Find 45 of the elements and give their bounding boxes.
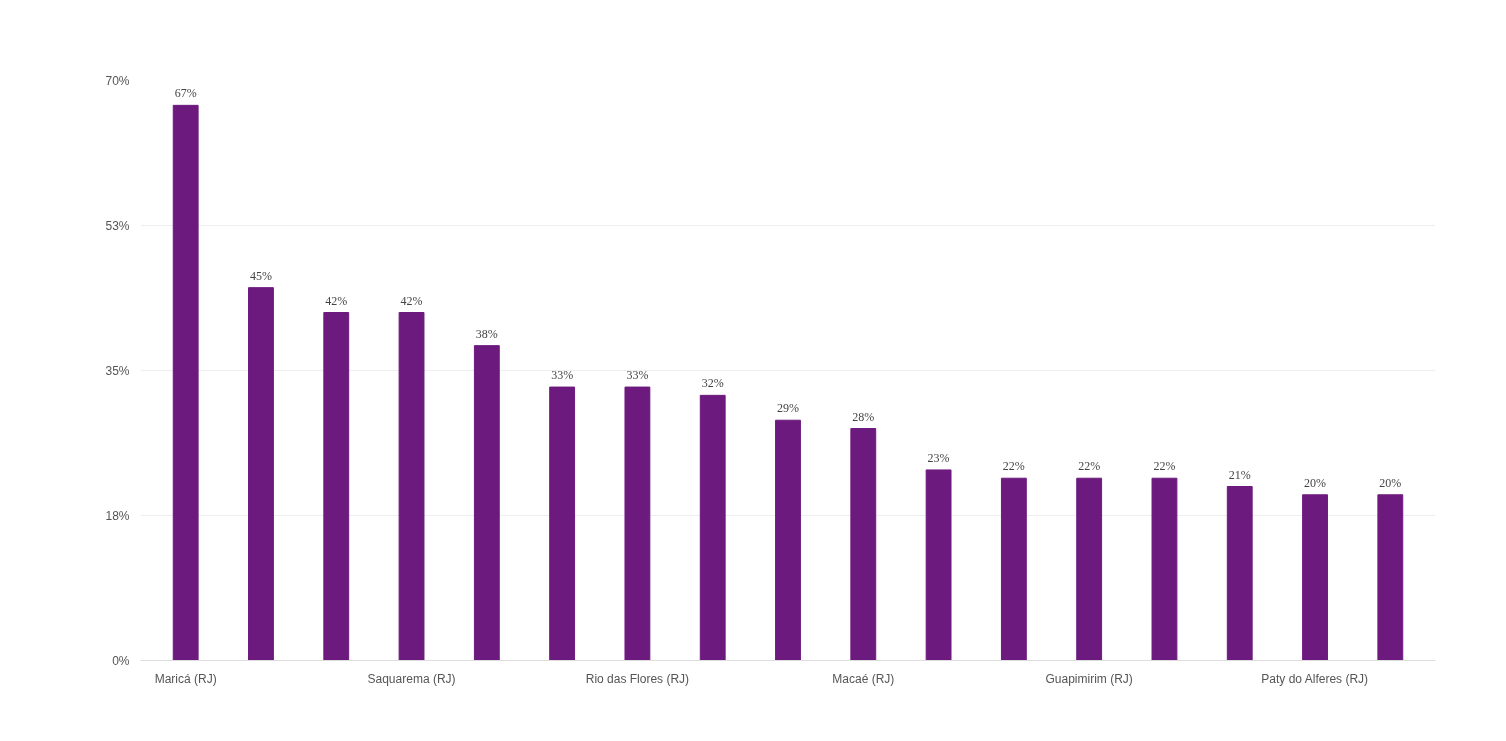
data-label: 42%: [400, 293, 423, 308]
bar: [1226, 486, 1253, 661]
data-label: 67%: [174, 86, 197, 101]
data-label: 33%: [551, 368, 574, 383]
bar: [699, 394, 726, 661]
x-tick-label: Paty do Alferes (RJ): [1261, 671, 1369, 686]
bar: [549, 386, 576, 661]
bar: [323, 312, 350, 661]
y-tick-label: 35%: [105, 363, 130, 378]
bar: [624, 386, 651, 661]
bar: [850, 428, 877, 661]
data-label: 32%: [701, 376, 724, 391]
data-label: 28%: [852, 409, 875, 424]
data-label: 20%: [1304, 475, 1327, 490]
data-label: 22%: [1153, 459, 1176, 474]
data-label: 23%: [927, 450, 950, 465]
x-tick-label: Macaé (RJ): [832, 671, 895, 686]
data-label: 22%: [1078, 459, 1101, 474]
x-tick-label: Saquarema (RJ): [367, 671, 456, 686]
x-tick-label: Maricá (RJ): [154, 671, 217, 686]
bar: [248, 287, 274, 661]
bar: [1302, 494, 1328, 661]
data-label: 42%: [325, 293, 348, 308]
x-tick-label: Rio das Flores (RJ): [585, 671, 690, 686]
data-label: 21%: [1228, 467, 1251, 482]
y-tick-label: 18%: [105, 508, 130, 523]
data-label: 22%: [1002, 459, 1025, 474]
data-label: 38%: [475, 326, 498, 341]
bar: [1377, 494, 1404, 661]
bar: [1000, 477, 1027, 661]
data-label: 33%: [626, 368, 649, 383]
data-label: 29%: [777, 401, 799, 416]
bar: [398, 312, 425, 661]
y-tick-label: 70%: [105, 73, 130, 88]
y-tick-label: 53%: [105, 218, 130, 233]
bar: [473, 345, 500, 661]
bar: [775, 419, 801, 661]
bar: [1151, 477, 1178, 661]
data-label: 45%: [249, 268, 272, 283]
bar: [1076, 477, 1103, 661]
y-tick-label: 0%: [112, 653, 130, 668]
bar: [172, 104, 199, 661]
data-label: 20%: [1379, 475, 1402, 490]
bar: [925, 469, 952, 661]
x-tick-label: Guapimirim (RJ): [1045, 671, 1133, 686]
